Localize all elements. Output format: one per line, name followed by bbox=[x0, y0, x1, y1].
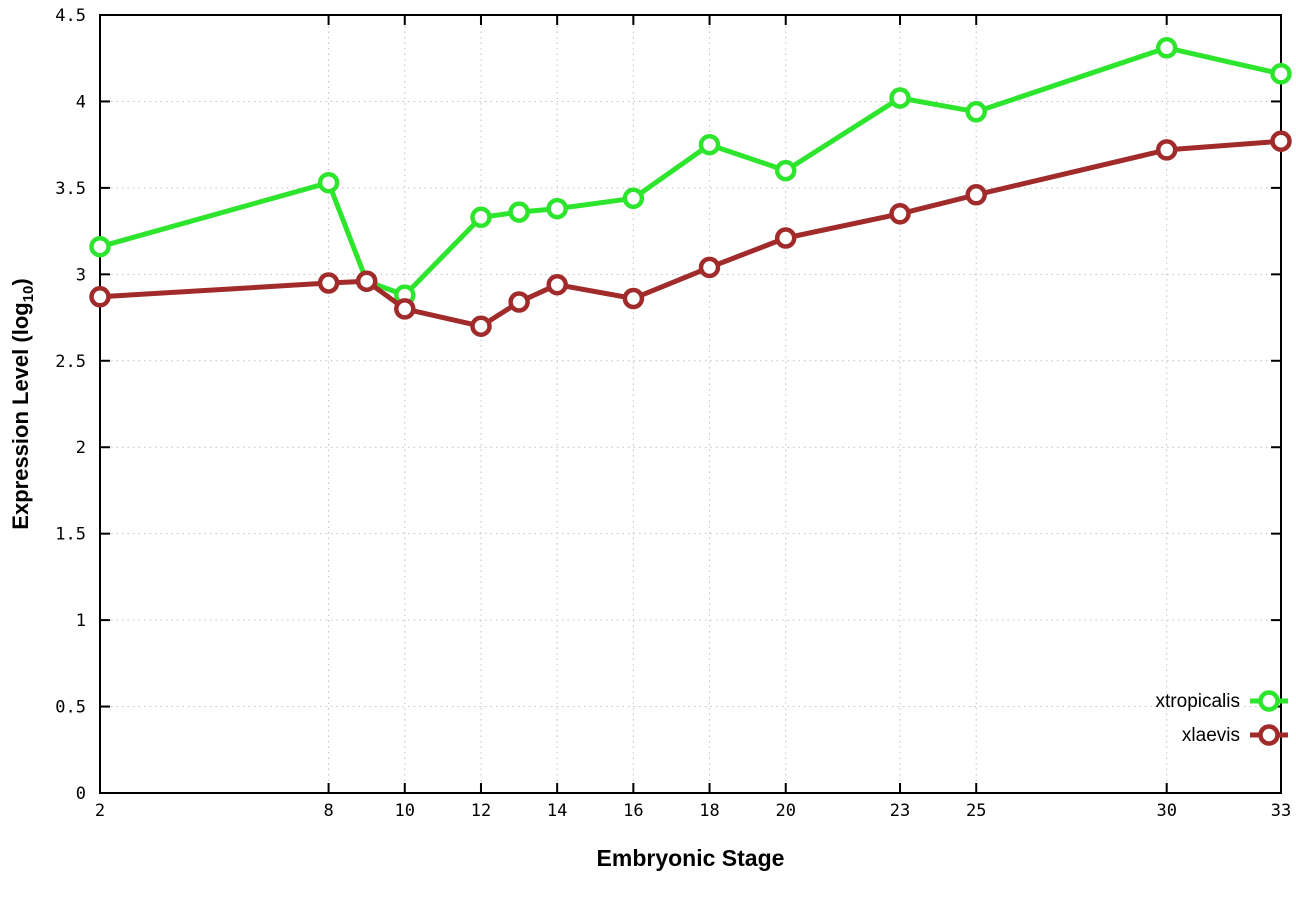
plot-border bbox=[99, 14, 1282, 794]
data-point bbox=[622, 287, 645, 310]
x-axis-label: Embryonic Stage bbox=[597, 845, 785, 871]
series-markers-xtropicalis bbox=[89, 37, 1292, 306]
data-point bbox=[317, 272, 340, 294]
data-point bbox=[889, 203, 911, 225]
svg-text:4.5: 4.5 bbox=[55, 6, 86, 26]
svg-text:0: 0 bbox=[76, 784, 86, 804]
svg-text:14: 14 bbox=[547, 801, 567, 821]
grid-lines bbox=[99, 14, 1282, 794]
svg-text:2: 2 bbox=[95, 801, 105, 821]
legend-label: xlaevis bbox=[1182, 725, 1240, 746]
series-line-xtropicalis bbox=[97, 45, 1284, 298]
data-point bbox=[317, 171, 340, 194]
data-point bbox=[1155, 37, 1178, 59]
data-point bbox=[1270, 63, 1292, 85]
legend-entry-xtropicalis: xtropicalis bbox=[1156, 690, 1288, 712]
data-point bbox=[965, 184, 987, 206]
data-point bbox=[470, 315, 492, 337]
svg-text:2.5: 2.5 bbox=[55, 352, 86, 372]
series-line-xlaevis bbox=[97, 138, 1284, 329]
axis-ticks bbox=[99, 14, 1282, 794]
svg-text:16: 16 bbox=[623, 801, 643, 821]
svg-text:8: 8 bbox=[323, 801, 333, 821]
svg-text:25: 25 bbox=[966, 801, 986, 821]
legend: xtropicalis xlaevis bbox=[1156, 690, 1288, 746]
svg-text:2: 2 bbox=[76, 438, 86, 458]
data-point bbox=[965, 101, 987, 123]
y-axis-label: Expression Level (log10) bbox=[8, 278, 37, 529]
data-point bbox=[89, 235, 111, 258]
svg-text:23: 23 bbox=[890, 801, 910, 821]
svg-text:30: 30 bbox=[1156, 801, 1176, 821]
data-point bbox=[355, 270, 378, 292]
data-point bbox=[1270, 130, 1292, 152]
svg-text:12: 12 bbox=[471, 801, 491, 821]
svg-text:33: 33 bbox=[1271, 801, 1291, 821]
data-point bbox=[774, 159, 797, 182]
data-point bbox=[698, 256, 721, 279]
svg-text:3: 3 bbox=[76, 265, 86, 285]
data-point bbox=[546, 273, 568, 296]
x-tick-labels: 2 8 10 12 14 16 18 20 23 25 30 33 bbox=[95, 801, 1291, 821]
svg-text:10: 10 bbox=[395, 801, 415, 821]
data-point bbox=[508, 291, 530, 313]
data-point bbox=[508, 201, 530, 223]
data-point bbox=[889, 87, 911, 109]
data-point bbox=[394, 298, 416, 320]
data-point bbox=[546, 197, 568, 220]
svg-text:0.5: 0.5 bbox=[55, 698, 86, 718]
svg-text:20: 20 bbox=[775, 801, 795, 821]
legend-marker-sample bbox=[1258, 724, 1280, 746]
svg-text:18: 18 bbox=[699, 801, 719, 821]
data-point bbox=[774, 227, 797, 249]
data-point bbox=[698, 133, 721, 156]
svg-text:1: 1 bbox=[76, 611, 86, 631]
svg-text:4: 4 bbox=[76, 92, 86, 112]
data-point bbox=[1155, 139, 1178, 161]
data-point bbox=[470, 206, 492, 229]
svg-text:3.5: 3.5 bbox=[55, 179, 86, 199]
data-point bbox=[89, 286, 111, 308]
data-point bbox=[622, 187, 645, 210]
legend-entry-xlaevis: xlaevis bbox=[1182, 724, 1288, 746]
svg-text:1.5: 1.5 bbox=[55, 525, 86, 545]
y-tick-labels: 0 0.5 1 1.5 2 2.5 3 3.5 4 4.5 bbox=[55, 6, 86, 804]
legend-label: xtropicalis bbox=[1156, 691, 1240, 712]
series-markers-xlaevis bbox=[89, 130, 1292, 337]
legend-marker-sample bbox=[1258, 690, 1280, 712]
